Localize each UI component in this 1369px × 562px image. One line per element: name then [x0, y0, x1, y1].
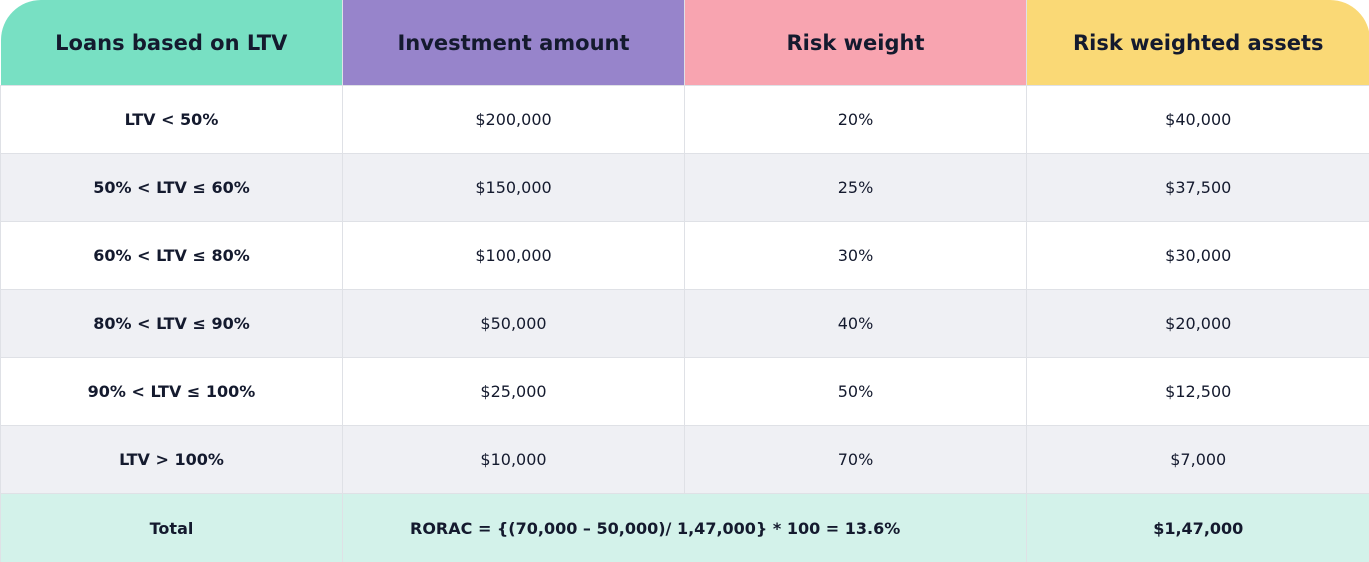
table-row: LTV < 50% $200,000 20% $40,000: [1, 86, 1369, 154]
table-row: 50% < LTV ≤ 60% $150,000 25% $37,500: [1, 154, 1369, 222]
table-header: Loans based on LTV Investment amount Ris…: [1, 0, 1369, 86]
risk-weight-cell: 40%: [685, 290, 1027, 358]
header-row: Loans based on LTV Investment amount Ris…: [1, 0, 1369, 86]
rwa-cell: $40,000: [1027, 86, 1369, 154]
risk-weight-cell: 20%: [685, 86, 1027, 154]
ltv-cell: 50% < LTV ≤ 60%: [1, 154, 343, 222]
rwa-total: $1,47,000: [1027, 494, 1369, 562]
ltv-cell: 60% < LTV ≤ 80%: [1, 222, 343, 290]
risk-weight-cell: 30%: [685, 222, 1027, 290]
ltv-cell: 80% < LTV ≤ 90%: [1, 290, 343, 358]
ltv-cell: LTV < 50%: [1, 86, 343, 154]
table-row: 60% < LTV ≤ 80% $100,000 30% $30,000: [1, 222, 1369, 290]
ltv-cell: 90% < LTV ≤ 100%: [1, 358, 343, 426]
investment-cell: $100,000: [343, 222, 685, 290]
column-header-rwa: Risk weighted assets: [1027, 0, 1369, 86]
ltv-cell: LTV > 100%: [1, 426, 343, 494]
risk-weight-cell: 70%: [685, 426, 1027, 494]
total-label: Total: [1, 494, 343, 562]
column-header-investment: Investment amount: [343, 0, 685, 86]
investment-cell: $25,000: [343, 358, 685, 426]
table-body: LTV < 50% $200,000 20% $40,000 50% < LTV…: [1, 86, 1369, 562]
rwa-cell: $20,000: [1027, 290, 1369, 358]
table-row: LTV > 100% $10,000 70% $7,000: [1, 426, 1369, 494]
column-header-risk-weight: Risk weight: [685, 0, 1027, 86]
table-row: 80% < LTV ≤ 90% $50,000 40% $20,000: [1, 290, 1369, 358]
investment-cell: $200,000: [343, 86, 685, 154]
risk-weight-cell: 50%: [685, 358, 1027, 426]
rwa-cell: $7,000: [1027, 426, 1369, 494]
risk-weight-cell: 25%: [685, 154, 1027, 222]
investment-cell: $10,000: [343, 426, 685, 494]
rorac-formula: RORAC = {(70,000 – 50,000)/ 1,47,000} * …: [343, 494, 1027, 562]
table-row: 90% < LTV ≤ 100% $25,000 50% $12,500: [1, 358, 1369, 426]
rwa-cell: $12,500: [1027, 358, 1369, 426]
rwa-cell: $30,000: [1027, 222, 1369, 290]
column-header-ltv: Loans based on LTV: [1, 0, 343, 86]
rwa-cell: $37,500: [1027, 154, 1369, 222]
investment-cell: $150,000: [343, 154, 685, 222]
total-row: Total RORAC = {(70,000 – 50,000)/ 1,47,0…: [1, 494, 1369, 562]
investment-cell: $50,000: [343, 290, 685, 358]
